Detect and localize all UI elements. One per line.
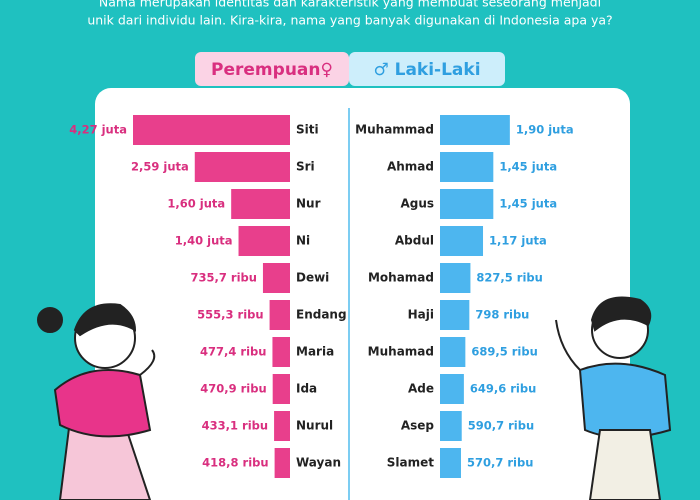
legend-label: ♂ Laki-Laki [373, 60, 480, 80]
bar [269, 300, 290, 330]
category-label: Maria [296, 345, 334, 359]
value-label: 1,40 juta [175, 234, 233, 248]
value-label: 2,59 juta [131, 160, 189, 174]
bar [440, 448, 461, 478]
category-label: Ni [296, 234, 310, 248]
category-label: Ahmad [387, 160, 434, 174]
category-label: Endang [296, 308, 347, 322]
category-label: Agus [400, 197, 434, 211]
bar [440, 226, 484, 256]
category-label: Muhammad [355, 123, 434, 137]
value-label: 1,17 juta [489, 234, 547, 248]
category-label: Dewi [296, 271, 329, 285]
intro-line: Nama merupakan identitas dan karakterist… [99, 0, 601, 10]
category-label: Nur [296, 197, 321, 211]
value-label: 689,5 ribu [471, 345, 537, 359]
bar [274, 448, 290, 478]
value-label: 555,3 ribu [197, 308, 263, 322]
value-label: 477,4 ribu [200, 345, 266, 359]
category-label: Mohamad [368, 271, 434, 285]
legend-tab [349, 52, 505, 86]
category-label: Abdul [395, 234, 434, 248]
value-label: 4,27 juta [69, 123, 127, 137]
boy-illustration [555, 296, 672, 500]
category-label: Ade [408, 382, 434, 396]
value-label: 1,60 juta [167, 197, 225, 211]
value-label: 570,7 ribu [467, 456, 533, 470]
girl-illustration [37, 303, 156, 500]
value-label: 1,90 juta [516, 123, 574, 137]
value-label: 798 ribu [475, 308, 529, 322]
category-label: Haji [408, 308, 434, 322]
value-label: 1,45 juta [499, 160, 557, 174]
category-label: Wayan [296, 456, 341, 470]
value-label: 735,7 ribu [191, 271, 257, 285]
value-label: 418,8 ribu [202, 456, 268, 470]
category-label: Ida [296, 382, 317, 396]
bar [440, 337, 466, 367]
bar [272, 337, 290, 367]
card [95, 88, 630, 500]
bar [272, 374, 290, 404]
bar [440, 263, 471, 293]
bar [274, 411, 290, 441]
bar [194, 152, 290, 182]
bar [231, 189, 290, 219]
value-label: 649,6 ribu [470, 382, 536, 396]
bar [440, 189, 494, 219]
category-label: Asep [401, 419, 435, 433]
bar [440, 152, 494, 182]
value-label: 470,9 ribu [200, 382, 266, 396]
bar [133, 115, 290, 145]
bar [440, 374, 464, 404]
bar [440, 411, 462, 441]
category-label: Slamet [387, 456, 434, 470]
category-label: Muhamad [368, 345, 434, 359]
bar [238, 226, 290, 256]
legend-label: Perempuan♀ [211, 60, 333, 80]
category-label: Siti [296, 123, 319, 137]
bar [440, 115, 510, 145]
category-label: Sri [296, 160, 315, 174]
value-label: 1,45 juta [499, 197, 557, 211]
value-label: 590,7 ribu [468, 419, 534, 433]
bar [440, 300, 470, 330]
bar [262, 263, 290, 293]
value-label: 433,1 ribu [202, 419, 268, 433]
intro-line: unik dari individu lain. Kira-kira, nama… [87, 13, 612, 28]
legend-tab [195, 52, 349, 86]
category-label: Nurul [296, 419, 333, 433]
value-label: 827,5 ribu [476, 271, 542, 285]
